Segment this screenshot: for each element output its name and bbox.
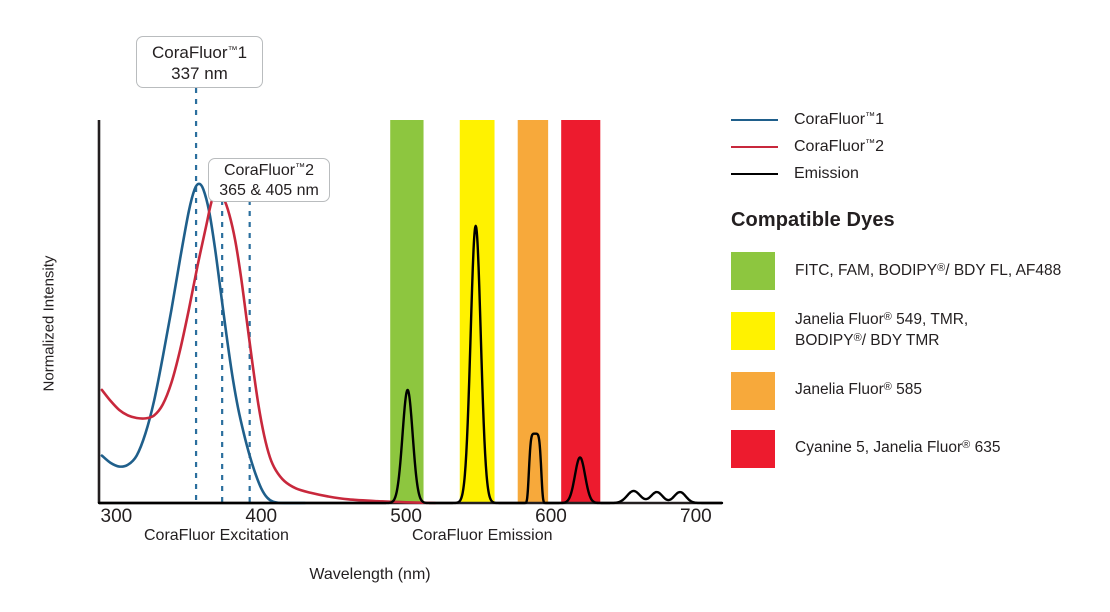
dye-color-swatch xyxy=(731,252,775,290)
excitation-curve-1 xyxy=(100,182,307,505)
annotation-corafluor2: CoraFluor™2 365 & 405 nm xyxy=(208,158,330,202)
legend-item-2[interactable]: CoraFluor™2 xyxy=(731,133,1103,160)
legend-item-label: CoraFluor™1 xyxy=(794,110,885,128)
registered-symbol: ® xyxy=(853,331,862,344)
legend-panel: CoraFluor™1 CoraFluor™2 Emission Compatibl… xyxy=(731,106,1103,468)
dye-label-line2: BODIPY®/ BDY TMR xyxy=(795,331,940,349)
x-tick-400: 400 xyxy=(245,506,278,527)
emission-band-1 xyxy=(390,120,424,503)
registered-symbol: ® xyxy=(962,439,971,452)
registered-symbol: ® xyxy=(937,261,946,274)
x-tick-500: 500 xyxy=(390,506,422,527)
registered-symbol: ® xyxy=(883,381,892,394)
legend-item-3[interactable]: Emission xyxy=(731,160,1103,187)
legend-item-1[interactable]: CoraFluor™1 xyxy=(731,106,1103,133)
dye-label-line1: Cyanine 5, Janelia Fluor® 635 xyxy=(795,439,1001,457)
emission-band-4 xyxy=(561,120,601,503)
legend-item-label: CoraFluor™2 xyxy=(794,137,885,155)
dye-label-line1: FITC, FAM, BODIPY®/ BDY FL, AF488 xyxy=(795,261,1062,279)
compatible-dyes-heading: Compatible Dyes xyxy=(731,209,895,231)
x-tick-700: 700 xyxy=(680,506,712,527)
annotation-corafluor1-value: 337 nm xyxy=(171,64,228,84)
x-axis-title: Wavelength (nm) xyxy=(309,566,431,583)
annotation-corafluor2-value: 365 & 405 nm xyxy=(219,182,319,199)
trademark-symbol: ™ xyxy=(227,45,238,56)
annotation-corafluor1-title: CoraFluor™1 xyxy=(151,43,248,62)
dye-label: Janelia Fluor® 549, TMR, BODIPY®/ BDY TMR xyxy=(795,310,968,352)
x-tick-300: 300 xyxy=(100,506,133,527)
registered-symbol: ® xyxy=(883,311,892,323)
trademark-symbol: ™ xyxy=(865,110,876,122)
legend-line-swatch xyxy=(731,172,778,175)
dye-label: Cyanine 5, Janelia Fluor® 635 xyxy=(795,438,1000,459)
x-axis-excitation-section-label: CoraFluor Excitation xyxy=(144,527,289,544)
x-axis-emission-section-label: CoraFluor Emission xyxy=(412,527,553,544)
dye-color-swatch xyxy=(731,311,775,350)
dye-color-swatch xyxy=(731,371,775,410)
trademark-symbol: ™ xyxy=(295,162,306,173)
x-tick-600: 600 xyxy=(535,506,567,527)
legend-line-swatch xyxy=(731,145,778,148)
dye-label-line1: Janelia Fluor® 585 xyxy=(795,381,923,399)
dye-row-3[interactable]: Janelia Fluor® 585 xyxy=(731,371,1103,410)
dye-row-4[interactable]: Cyanine 5, Janelia Fluor® 635 xyxy=(731,429,1103,468)
dye-label: Janelia Fluor® 585 xyxy=(795,380,922,401)
annotation-corafluor2-title: CoraFluor™2 xyxy=(223,162,315,179)
legend-item-label: Emission xyxy=(794,164,859,182)
compatible-dyes-list: FITC, FAM, BODIPY®/ BDY FL, AF488 Janelia… xyxy=(731,252,1103,468)
trademark-symbol: ™ xyxy=(865,137,876,149)
dye-row-1[interactable]: FITC, FAM, BODIPY®/ BDY FL, AF488 xyxy=(731,252,1103,290)
dye-row-2[interactable]: Janelia Fluor® 549, TMR, BODIPY®/ BDY TMR xyxy=(731,310,1103,352)
legend-line-swatch xyxy=(731,118,778,121)
dye-label-line1: Janelia Fluor® 549, TMR, xyxy=(795,311,969,328)
annotation-corafluor1: CoraFluor™1 337 nm xyxy=(136,36,263,88)
y-axis-title: Normalized Intensity xyxy=(40,255,58,392)
dye-label: FITC, FAM, BODIPY®/ BDY FL, AF488 xyxy=(795,261,1061,282)
excitation-curve-2 xyxy=(100,191,437,505)
dye-color-swatch xyxy=(731,429,775,468)
curve-legend: CoraFluor™1 CoraFluor™2 Emission xyxy=(731,106,1103,187)
emission-band-2 xyxy=(459,120,495,503)
emission-curve xyxy=(97,224,724,505)
emission-band-3 xyxy=(517,120,549,503)
